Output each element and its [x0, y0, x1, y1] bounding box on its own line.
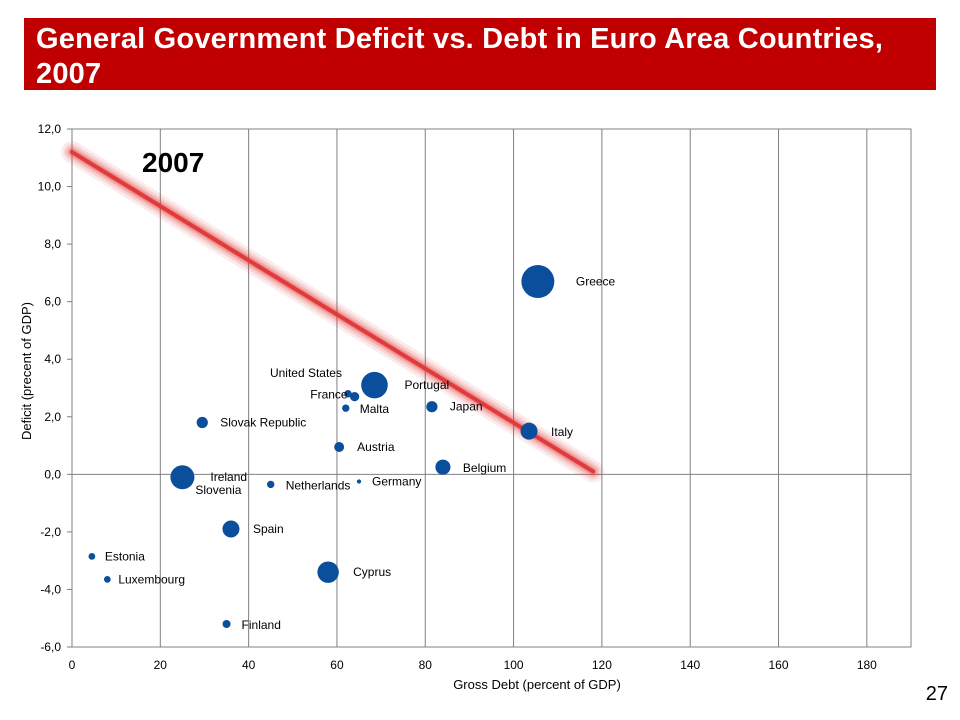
point-netherlands — [267, 480, 275, 489]
y-tick-label: 6,0 — [44, 295, 61, 309]
point-label: Spain — [253, 522, 284, 536]
y-tick-label: 0,0 — [44, 467, 61, 481]
x-tick-label: 100 — [504, 658, 524, 672]
point-label: Netherlands — [286, 478, 351, 492]
x-tick-label: 60 — [330, 658, 344, 672]
point-label: Austria — [357, 440, 395, 454]
x-tick-label: 120 — [592, 658, 612, 672]
labels-layer: Greece Portugal United States France Malta Ja… — [105, 275, 616, 632]
chart-year-label: 2007 — [142, 147, 204, 178]
trend-layer — [61, 141, 605, 483]
point-label: Ireland — [210, 470, 247, 484]
grid — [159, 129, 868, 647]
point-ireland — [170, 465, 195, 490]
point-label: Malta — [360, 402, 390, 416]
point-label: Japan — [450, 400, 483, 414]
point-luxembourg — [103, 575, 111, 583]
y-tick-label: 8,0 — [44, 237, 61, 251]
point-label: Luxembourg — [118, 572, 185, 586]
point-japan — [426, 401, 438, 413]
x-tick-label: 160 — [769, 658, 789, 672]
points-layer — [88, 265, 555, 628]
point-finland — [222, 619, 231, 628]
x-axis-title: Gross Debt (percent of GDP) — [453, 677, 621, 692]
x-tick-label: 20 — [154, 658, 168, 672]
x-tick-label: 80 — [419, 658, 433, 672]
y-tick-label: 4,0 — [44, 352, 61, 366]
title-bar: General Government Deficit vs. Debt in E… — [24, 18, 936, 90]
point-greece — [521, 265, 555, 299]
trend-line — [70, 150, 596, 474]
y-tick-label: -6,0 — [40, 640, 61, 654]
x-tick-label: 180 — [857, 658, 877, 672]
point-slovak-republic — [196, 416, 208, 429]
point-label: Germany — [372, 475, 421, 489]
point-france — [349, 391, 360, 402]
point-label: Slovenia — [195, 483, 241, 497]
y-axis-title: Deficit (precent of GDP) — [19, 302, 34, 440]
point-label: Italy — [551, 425, 573, 439]
slide-title: General Government Deficit vs. Debt in E… — [36, 23, 884, 90]
point-label: United States — [270, 366, 342, 380]
point-malta — [342, 404, 350, 412]
point-label: Portugal — [404, 378, 449, 392]
point-label: Cyprus — [353, 565, 391, 579]
x-tick-label: 40 — [242, 658, 256, 672]
axes: 0 20 40 60 80 100 120 140 160 180 -6,0 -4,0 -2,0 0,0 2… — [38, 122, 911, 672]
y-tick-label: -2,0 — [40, 525, 61, 539]
point-belgium — [435, 459, 451, 475]
plot-area — [71, 128, 912, 648]
page-number: 27 — [925, 683, 948, 705]
point-label: Belgium — [463, 461, 506, 475]
y-tick-label: 10,0 — [38, 180, 62, 194]
x-tick-label: 140 — [680, 658, 700, 672]
point-label: Finland — [242, 618, 281, 632]
point-portugal — [361, 371, 388, 399]
point-austria — [334, 442, 345, 452]
x-tick-label: 0 — [69, 658, 76, 672]
y-tick-label: -4,0 — [40, 582, 61, 596]
point-label: France — [310, 388, 348, 402]
y-tick-label: 2,0 — [44, 410, 61, 424]
point-label: Slovak Republic — [220, 416, 306, 430]
point-united-states — [344, 390, 352, 398]
point-spain — [222, 520, 240, 538]
point-cyprus — [317, 561, 339, 583]
point-germany — [356, 479, 362, 484]
point-label: Estonia — [105, 549, 145, 563]
point-estonia — [88, 552, 96, 560]
point-italy — [520, 422, 538, 440]
y-tick-label: 12,0 — [38, 122, 62, 136]
point-label: Greece — [576, 275, 616, 289]
